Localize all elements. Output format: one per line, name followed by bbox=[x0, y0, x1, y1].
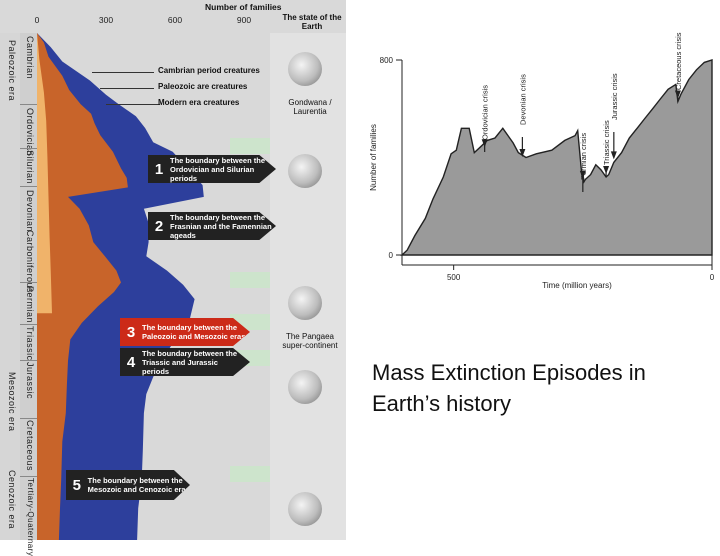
boundary-number: 1 bbox=[154, 160, 164, 178]
boundary-band bbox=[230, 466, 270, 482]
periods-column bbox=[20, 33, 37, 540]
period-divider bbox=[20, 186, 37, 187]
period-divider bbox=[20, 476, 37, 477]
crisis-label: Devonian crisis bbox=[518, 74, 527, 125]
axis-tick: 900 bbox=[236, 15, 252, 25]
boundary-callout: 2 The boundary between the Frasnian and … bbox=[148, 212, 276, 240]
period-divider bbox=[20, 418, 37, 419]
caption: Mass Extinction Episodes in Earth’s hist… bbox=[372, 357, 702, 419]
caption-line: Earth’s history bbox=[372, 391, 511, 416]
axis-tick: 300 bbox=[98, 15, 114, 25]
x-tick-label: 500 bbox=[447, 273, 461, 282]
y-axis-title: Number of families bbox=[369, 124, 378, 191]
globe-label: The Pangaea super-continent bbox=[282, 332, 338, 350]
series-area-paleozoic bbox=[37, 33, 128, 540]
axis-tick: 600 bbox=[167, 15, 183, 25]
boundary-callout: 5 The boundary between the Mesozoic and … bbox=[66, 470, 190, 500]
crisis-arrow-head bbox=[610, 151, 617, 160]
boundary-text: The boundary between the Ordovician and … bbox=[170, 155, 266, 183]
y-tick-label: 0 bbox=[389, 251, 394, 260]
axis-title: Number of families bbox=[205, 2, 282, 12]
boundary-band bbox=[230, 138, 270, 154]
period-divider bbox=[20, 282, 37, 283]
boundary-callout: 1 The boundary between the Ordovician an… bbox=[148, 155, 276, 183]
globe-icon bbox=[288, 370, 322, 404]
period-divider bbox=[20, 148, 37, 149]
legend-label: Modern era creatures bbox=[158, 98, 240, 107]
period-divider bbox=[20, 360, 37, 361]
legend-label: Paleozoic are creatures bbox=[158, 82, 248, 91]
eras-column bbox=[0, 33, 20, 540]
extinction-chart: 800 0 500 0 Time (million years) Number of fa… bbox=[350, 0, 720, 300]
top-axis: Number of families 0 300 600 900 bbox=[0, 0, 290, 33]
history-panel: Number of families 0 300 600 900 The sta… bbox=[0, 0, 346, 556]
crisis-label: Triassic crisis bbox=[602, 120, 611, 165]
period-divider bbox=[20, 324, 37, 325]
boundary-number: 5 bbox=[72, 476, 81, 494]
y-tick-label: 800 bbox=[380, 56, 394, 65]
period-divider bbox=[20, 104, 37, 105]
legend-pointer bbox=[92, 72, 154, 73]
boundary-text: The boundary between the Triassic and Ju… bbox=[142, 348, 238, 376]
globe-icon bbox=[288, 286, 322, 320]
globe-icon bbox=[288, 154, 322, 188]
crisis-arrow-head bbox=[519, 148, 526, 157]
crisis-arrow-head bbox=[481, 139, 488, 148]
globe-label: Gondwana / Laurentia bbox=[288, 98, 332, 116]
crisis-label: Permian crisis bbox=[579, 133, 588, 180]
boundary-callout: 4 The boundary between the Triassic and … bbox=[120, 348, 250, 376]
crisis-arrow-head bbox=[603, 166, 610, 174]
legend-label: Cambrian period creatures bbox=[158, 66, 260, 75]
state-header: The state of the Earth bbox=[282, 13, 342, 31]
crisis-label: Cretaceous crisis bbox=[674, 32, 683, 90]
families-area-chart bbox=[37, 33, 270, 540]
boundary-text: The boundary between the Paleozoic and M… bbox=[142, 323, 246, 341]
boundary-number: 3 bbox=[126, 323, 136, 341]
boundary-text: The boundary between the Frasnian and th… bbox=[170, 212, 272, 240]
boundary-number: 2 bbox=[154, 217, 164, 235]
x-tick-label: 0 bbox=[710, 273, 715, 282]
legend-pointer bbox=[100, 88, 154, 89]
boundary-callout: 3 The boundary between the Paleozoic and… bbox=[120, 318, 250, 346]
legend-pointer bbox=[106, 104, 160, 105]
boundary-number: 4 bbox=[126, 353, 136, 371]
extinction-area-chart: 800 0 500 0 Time (million years) Number of fa… bbox=[369, 32, 715, 290]
caption-line: Mass Extinction Episodes in bbox=[372, 360, 646, 385]
boundary-text: The boundary between the Mesozoic and Ce… bbox=[87, 476, 190, 494]
boundary-band bbox=[230, 272, 270, 288]
axis-tick: 0 bbox=[34, 15, 40, 25]
crisis-arrow-head bbox=[579, 170, 586, 179]
globe-icon bbox=[288, 492, 322, 526]
x-axis-title: Time (million years) bbox=[542, 281, 612, 290]
crisis-label: Jurassic crisis bbox=[610, 73, 619, 120]
series-area-cambrian bbox=[37, 33, 52, 314]
crisis-arrow-head bbox=[674, 90, 681, 99]
globe-icon bbox=[288, 52, 322, 86]
crisis-label: Ordovician crisis bbox=[481, 85, 490, 140]
